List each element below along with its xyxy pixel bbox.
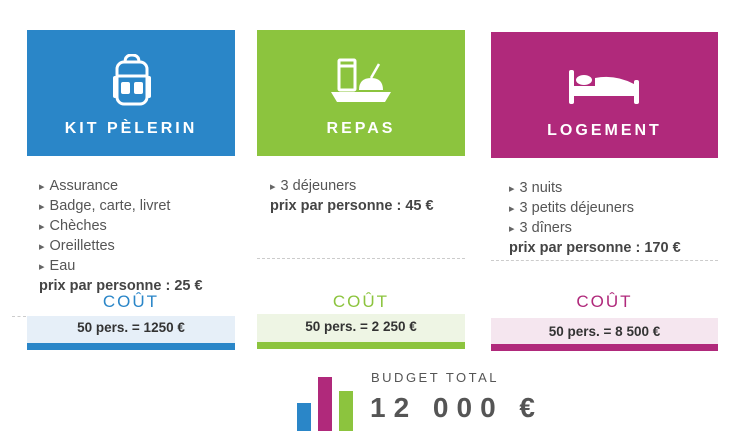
price-per-person: prix par personne : 170 €: [509, 240, 681, 256]
bar-chart-bar-purple: [318, 377, 332, 431]
divider: [12, 316, 26, 317]
logement-title: LOGEMENT: [547, 122, 662, 139]
list-item: 3 dîners: [509, 219, 709, 239]
cost-label: COÛT: [576, 292, 633, 311]
list-item: Assurance: [39, 177, 239, 197]
list-item: 3 nuits: [509, 179, 709, 199]
logement-items: 3 nuits 3 petits déjeuners 3 dîners prix…: [509, 179, 709, 258]
repas-header: REPAS: [257, 16, 465, 156]
list-item: Chèches: [39, 217, 239, 237]
cost-bar: [27, 343, 235, 350]
list-item: Eau: [39, 257, 239, 277]
divider: [257, 258, 465, 259]
bar-chart-bar-green: [339, 391, 353, 431]
logement-header: LOGEMENT: [491, 18, 718, 158]
cost-bar: [257, 342, 465, 349]
budget-label: BUDGET TOTAL: [371, 370, 500, 385]
meal-tray-icon: [331, 58, 391, 102]
repas-items: 3 déjeuners prix par personne : 45 €: [270, 177, 460, 216]
bed-icon: [569, 70, 639, 104]
cost-total: 50 pers. = 1250 €: [27, 316, 235, 344]
header-notch: [113, 16, 149, 30]
cost-bar: [491, 344, 718, 351]
cost-label: COÛT: [102, 292, 160, 311]
header-notch: [343, 16, 379, 30]
list-item: 3 petits déjeuners: [509, 199, 709, 219]
repas-title: REPAS: [326, 120, 396, 137]
cost-total: 50 pers. = 8 500 €: [491, 318, 718, 344]
price-per-person: prix par personne : 25 €: [39, 278, 203, 294]
cost-total: 50 pers. = 2 250 €: [257, 314, 465, 342]
kit-pelerin-items: Assurance Badge, carte, livret Chèches O…: [39, 177, 239, 296]
budget-amount: 12 000 €: [370, 392, 543, 423]
cost-label: COÛT: [332, 292, 390, 311]
bar-chart-bar-blue: [297, 403, 311, 431]
backpack-icon: [113, 54, 151, 106]
bar-chart-icon: [297, 375, 357, 431]
kit-pelerin-title: KIT PÈLERIN: [64, 120, 198, 137]
kit-pelerin-header: KIT PÈLERIN: [27, 16, 235, 156]
price-per-person: prix par personne : 45 €: [270, 198, 434, 214]
list-item: 3 déjeuners: [270, 177, 460, 197]
divider: [491, 260, 718, 261]
list-item: Badge, carte, livret: [39, 197, 239, 217]
list-item: Oreillettes: [39, 237, 239, 257]
header-notch: [586, 18, 623, 32]
